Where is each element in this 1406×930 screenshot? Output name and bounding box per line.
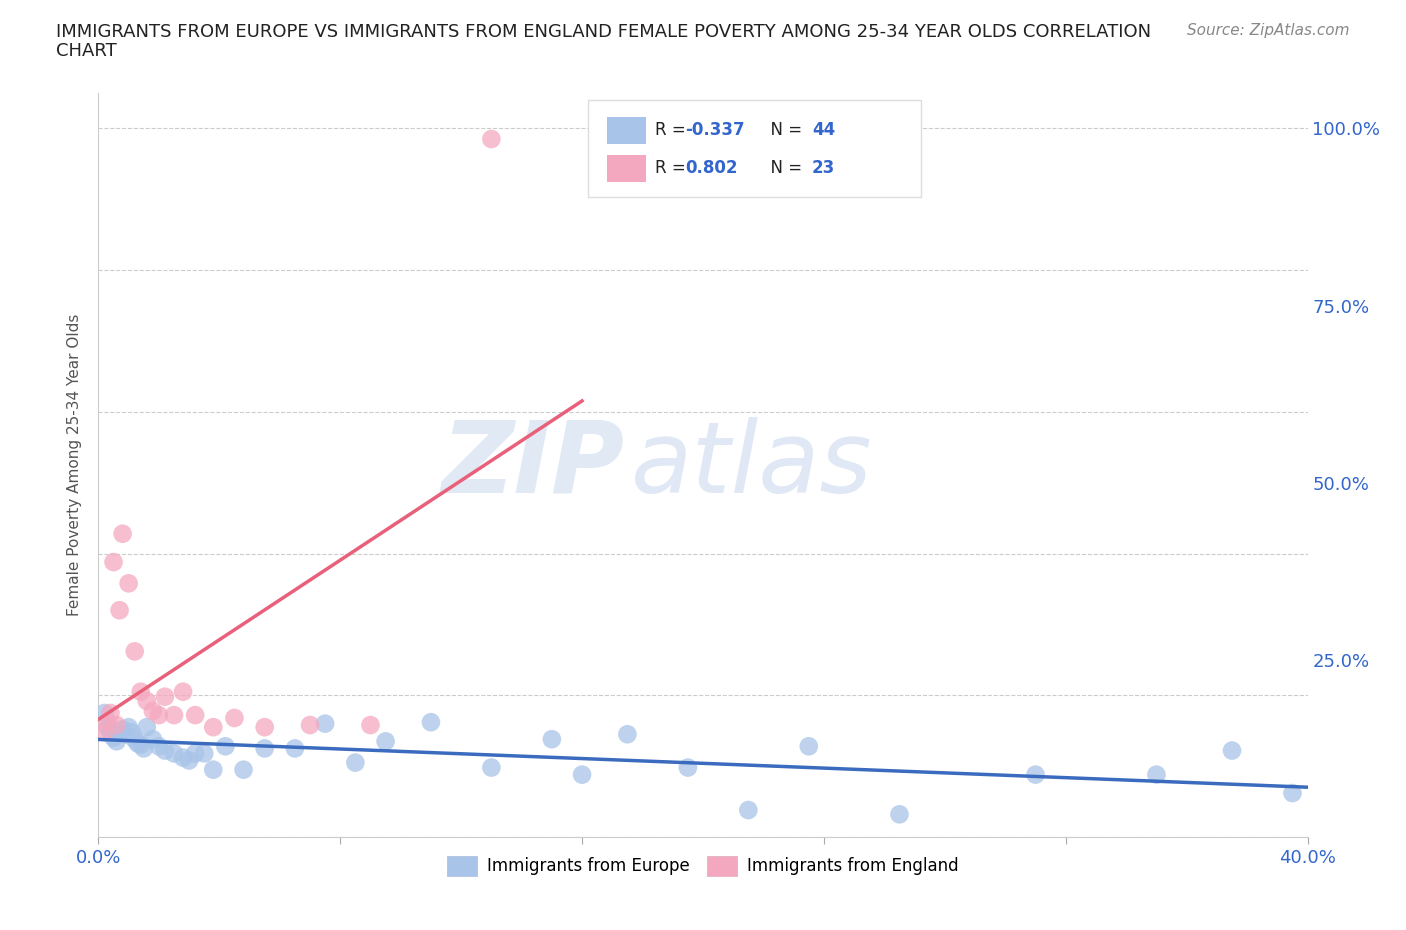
Point: [153, 743, 176, 758]
Point: [124, 644, 146, 658]
Point: [129, 684, 152, 699]
Point: [253, 720, 276, 735]
Point: [179, 753, 201, 768]
Point: [172, 684, 194, 699]
Text: 0.802: 0.802: [685, 159, 737, 177]
Point: [1220, 743, 1243, 758]
Point: [889, 807, 911, 822]
Point: [148, 708, 170, 723]
Point: [737, 803, 759, 817]
Point: [103, 730, 125, 745]
Point: [193, 746, 215, 761]
Point: [299, 718, 322, 733]
Point: [676, 760, 699, 775]
Point: [163, 746, 186, 761]
Point: [163, 708, 186, 723]
Point: [153, 689, 176, 704]
Point: [124, 732, 146, 747]
Point: [105, 734, 128, 749]
Point: [184, 746, 207, 761]
Text: R =: R =: [655, 121, 690, 140]
Text: ZIP: ZIP: [441, 417, 624, 513]
Point: [1281, 786, 1303, 801]
Point: [420, 715, 443, 730]
Point: [1024, 767, 1046, 782]
Point: [481, 760, 503, 775]
Point: [108, 724, 131, 739]
Text: IMMIGRANTS FROM EUROPE VS IMMIGRANTS FROM ENGLAND FEMALE POVERTY AMONG 25-34 YEA: IMMIGRANTS FROM EUROPE VS IMMIGRANTS FRO…: [56, 23, 1152, 41]
Point: [253, 741, 276, 756]
Point: [118, 576, 141, 591]
FancyBboxPatch shape: [607, 117, 647, 144]
Text: -0.337: -0.337: [685, 121, 745, 140]
Point: [184, 708, 207, 723]
Point: [142, 703, 165, 718]
Point: [202, 720, 225, 735]
Y-axis label: Female Poverty Among 25-34 Year Olds: Female Poverty Among 25-34 Year Olds: [67, 313, 83, 617]
Point: [202, 763, 225, 777]
Point: [797, 738, 820, 753]
Text: N =: N =: [759, 121, 807, 140]
Point: [1144, 767, 1167, 782]
Legend: Immigrants from Europe, Immigrants from England: Immigrants from Europe, Immigrants from …: [439, 847, 967, 884]
Point: [214, 738, 236, 753]
Point: [118, 720, 141, 735]
Point: [93, 706, 115, 721]
Point: [111, 722, 134, 737]
Point: [135, 694, 157, 709]
Point: [540, 732, 562, 747]
Text: N =: N =: [759, 159, 807, 177]
Point: [96, 720, 118, 735]
Point: [100, 724, 122, 739]
Point: [224, 711, 246, 725]
Point: [114, 727, 136, 742]
Point: [314, 716, 336, 731]
Point: [374, 734, 396, 749]
Point: [132, 741, 155, 756]
FancyBboxPatch shape: [607, 154, 647, 182]
Point: [481, 132, 503, 147]
Point: [172, 751, 194, 765]
Point: [103, 554, 125, 569]
Text: atlas: atlas: [630, 417, 872, 513]
Text: 44: 44: [811, 121, 835, 140]
Point: [121, 724, 143, 739]
Point: [93, 724, 115, 739]
Point: [284, 741, 307, 756]
Point: [232, 763, 254, 777]
Point: [105, 718, 128, 733]
Point: [129, 737, 152, 752]
Text: R =: R =: [655, 159, 690, 177]
Point: [100, 706, 122, 721]
Text: CHART: CHART: [56, 42, 117, 60]
Point: [127, 736, 149, 751]
Point: [142, 732, 165, 747]
Point: [571, 767, 593, 782]
Point: [108, 603, 131, 618]
Text: 23: 23: [811, 159, 835, 177]
Point: [344, 755, 367, 770]
Point: [616, 727, 638, 742]
Point: [96, 715, 118, 730]
Point: [135, 720, 157, 735]
Point: [111, 526, 134, 541]
FancyBboxPatch shape: [588, 100, 921, 197]
Text: Source: ZipAtlas.com: Source: ZipAtlas.com: [1187, 23, 1350, 38]
Point: [360, 718, 382, 733]
Point: [148, 738, 170, 753]
